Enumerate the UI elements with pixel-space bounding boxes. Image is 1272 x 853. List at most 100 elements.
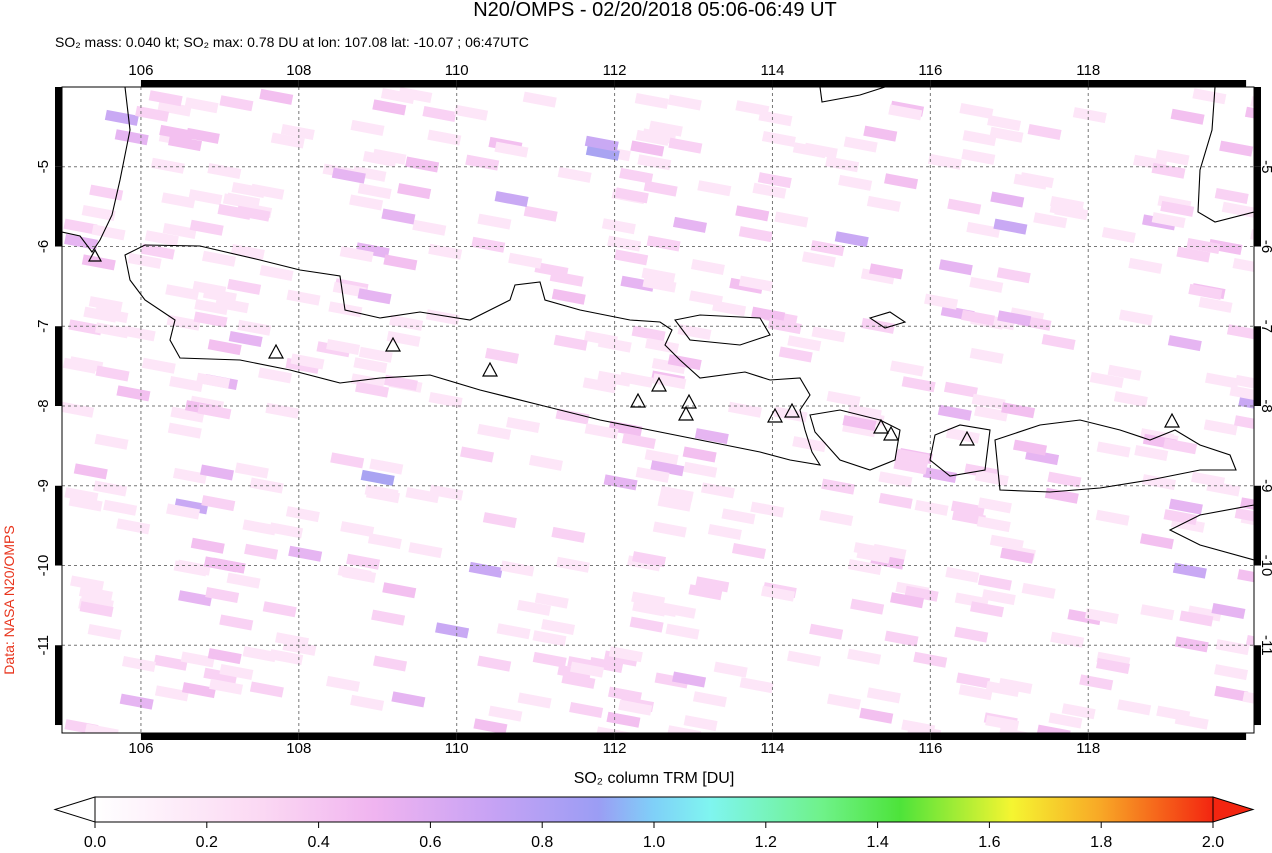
so2-pixel bbox=[1226, 324, 1254, 340]
so2-pixel bbox=[153, 654, 188, 671]
so2-pixel bbox=[1054, 204, 1089, 221]
so2-pixel bbox=[383, 374, 418, 391]
so2-pixel bbox=[517, 692, 552, 709]
so2-pixel bbox=[79, 601, 114, 618]
so2-pixel bbox=[141, 357, 176, 374]
x-tick-label: 116 bbox=[918, 740, 942, 757]
so2-pixel bbox=[977, 497, 1012, 514]
so2-pixel bbox=[907, 724, 942, 733]
so2-pixel bbox=[893, 458, 928, 475]
so2-pixel bbox=[1214, 664, 1249, 681]
so2-pixel bbox=[843, 136, 878, 153]
so2-pixel bbox=[569, 701, 604, 718]
so2-pixel bbox=[987, 114, 1022, 131]
so2-pixel bbox=[193, 311, 228, 328]
so2-pixel bbox=[201, 495, 236, 512]
so2-pixel bbox=[1096, 441, 1131, 458]
so2-pixel bbox=[651, 357, 686, 374]
so2-pixel bbox=[989, 534, 1024, 551]
so2-pixel bbox=[735, 205, 770, 222]
so2-pixel bbox=[773, 406, 808, 423]
so2-pixel bbox=[996, 267, 1031, 284]
so2-pixel bbox=[961, 148, 996, 165]
so2-pixel bbox=[826, 693, 861, 710]
colorbar-tick-label: 1.6 bbox=[978, 834, 1000, 851]
so2-pixel bbox=[159, 124, 194, 141]
so2-pixel bbox=[1174, 636, 1209, 653]
so2-pixel bbox=[692, 691, 727, 708]
so2-pixel bbox=[1047, 471, 1082, 488]
so2-pixel bbox=[652, 373, 687, 390]
y-tick-label: -8 bbox=[35, 399, 52, 412]
so2-pixel bbox=[116, 385, 151, 402]
so2-pixel bbox=[644, 449, 679, 466]
so2-pixel bbox=[901, 376, 936, 393]
so2-pixel bbox=[694, 428, 729, 445]
so2-pixel bbox=[825, 156, 860, 173]
so2-pixel bbox=[337, 564, 372, 581]
volcano bbox=[677, 405, 695, 421]
so2-pixel bbox=[127, 252, 162, 269]
so2-pixel bbox=[1250, 96, 1254, 107]
so2-pixel bbox=[672, 671, 707, 688]
so2-pixel bbox=[895, 448, 930, 465]
so2-pixel bbox=[326, 675, 361, 692]
so2-pixel bbox=[161, 192, 196, 209]
so2-pixel bbox=[974, 470, 1009, 487]
so2-pixel bbox=[194, 298, 229, 315]
so2-pixel bbox=[606, 711, 641, 728]
so2-pixel bbox=[1188, 283, 1223, 300]
so2-pixel bbox=[282, 639, 317, 656]
so2-pixel bbox=[585, 144, 620, 161]
so2-pixel bbox=[259, 265, 294, 282]
so2-pixel bbox=[116, 518, 151, 535]
so2-pixel bbox=[811, 326, 846, 343]
so2-pixel bbox=[646, 235, 681, 252]
bali-coast bbox=[809, 409, 901, 471]
so2-pixel bbox=[380, 88, 415, 105]
so2-pixel bbox=[998, 677, 1033, 694]
so2-pixel bbox=[1061, 703, 1096, 720]
volcano bbox=[87, 248, 103, 262]
so2-pixel bbox=[878, 471, 913, 488]
so2-pixel bbox=[357, 288, 392, 305]
so2-pixel bbox=[721, 508, 756, 525]
so2-pixel bbox=[150, 157, 185, 174]
so2-pixel bbox=[154, 685, 189, 702]
so2-pixel bbox=[1117, 699, 1152, 716]
so2-pixel bbox=[630, 140, 665, 157]
so2-pixel bbox=[810, 240, 845, 257]
so2-pixel bbox=[355, 381, 390, 398]
so2-pixel bbox=[258, 367, 293, 384]
so2-pixel bbox=[365, 487, 400, 504]
so2-pixel bbox=[63, 218, 98, 235]
so2-pixel bbox=[1128, 257, 1163, 274]
so2-pixel bbox=[181, 682, 216, 699]
so2-pixel bbox=[761, 131, 796, 148]
so2-pixel bbox=[148, 90, 183, 107]
so2-pixel bbox=[1118, 309, 1153, 326]
so2-pixel bbox=[68, 319, 103, 336]
frame-stripe bbox=[456, 80, 615, 87]
y-tick-label: -5 bbox=[1258, 160, 1272, 173]
so2-pixel bbox=[1134, 444, 1169, 461]
so2-pixel bbox=[523, 205, 558, 222]
title: N20/OMPS - 02/20/2018 05:06-06:49 UT bbox=[473, 0, 837, 21]
so2-pixel bbox=[94, 433, 129, 450]
frame-stripe bbox=[930, 80, 1089, 87]
so2-pixel bbox=[1160, 200, 1195, 217]
so2-pixel bbox=[262, 601, 297, 618]
so2-pixel bbox=[677, 324, 712, 341]
colorbar-tick-label: 1.4 bbox=[866, 834, 888, 851]
y-tick-label: -9 bbox=[1258, 479, 1272, 492]
so2-pixel bbox=[197, 403, 232, 420]
so2-pixel bbox=[170, 406, 205, 423]
credit: Data: NASA N20/OMPS bbox=[1, 525, 17, 674]
so2-pixel bbox=[1215, 639, 1250, 656]
so2-pixel bbox=[969, 601, 1004, 618]
so2-pixel bbox=[1229, 385, 1254, 401]
so2-pixel bbox=[642, 276, 677, 293]
so2-pixel bbox=[219, 663, 254, 680]
frame-stripe bbox=[772, 80, 931, 87]
coastlines bbox=[62, 87, 1254, 561]
